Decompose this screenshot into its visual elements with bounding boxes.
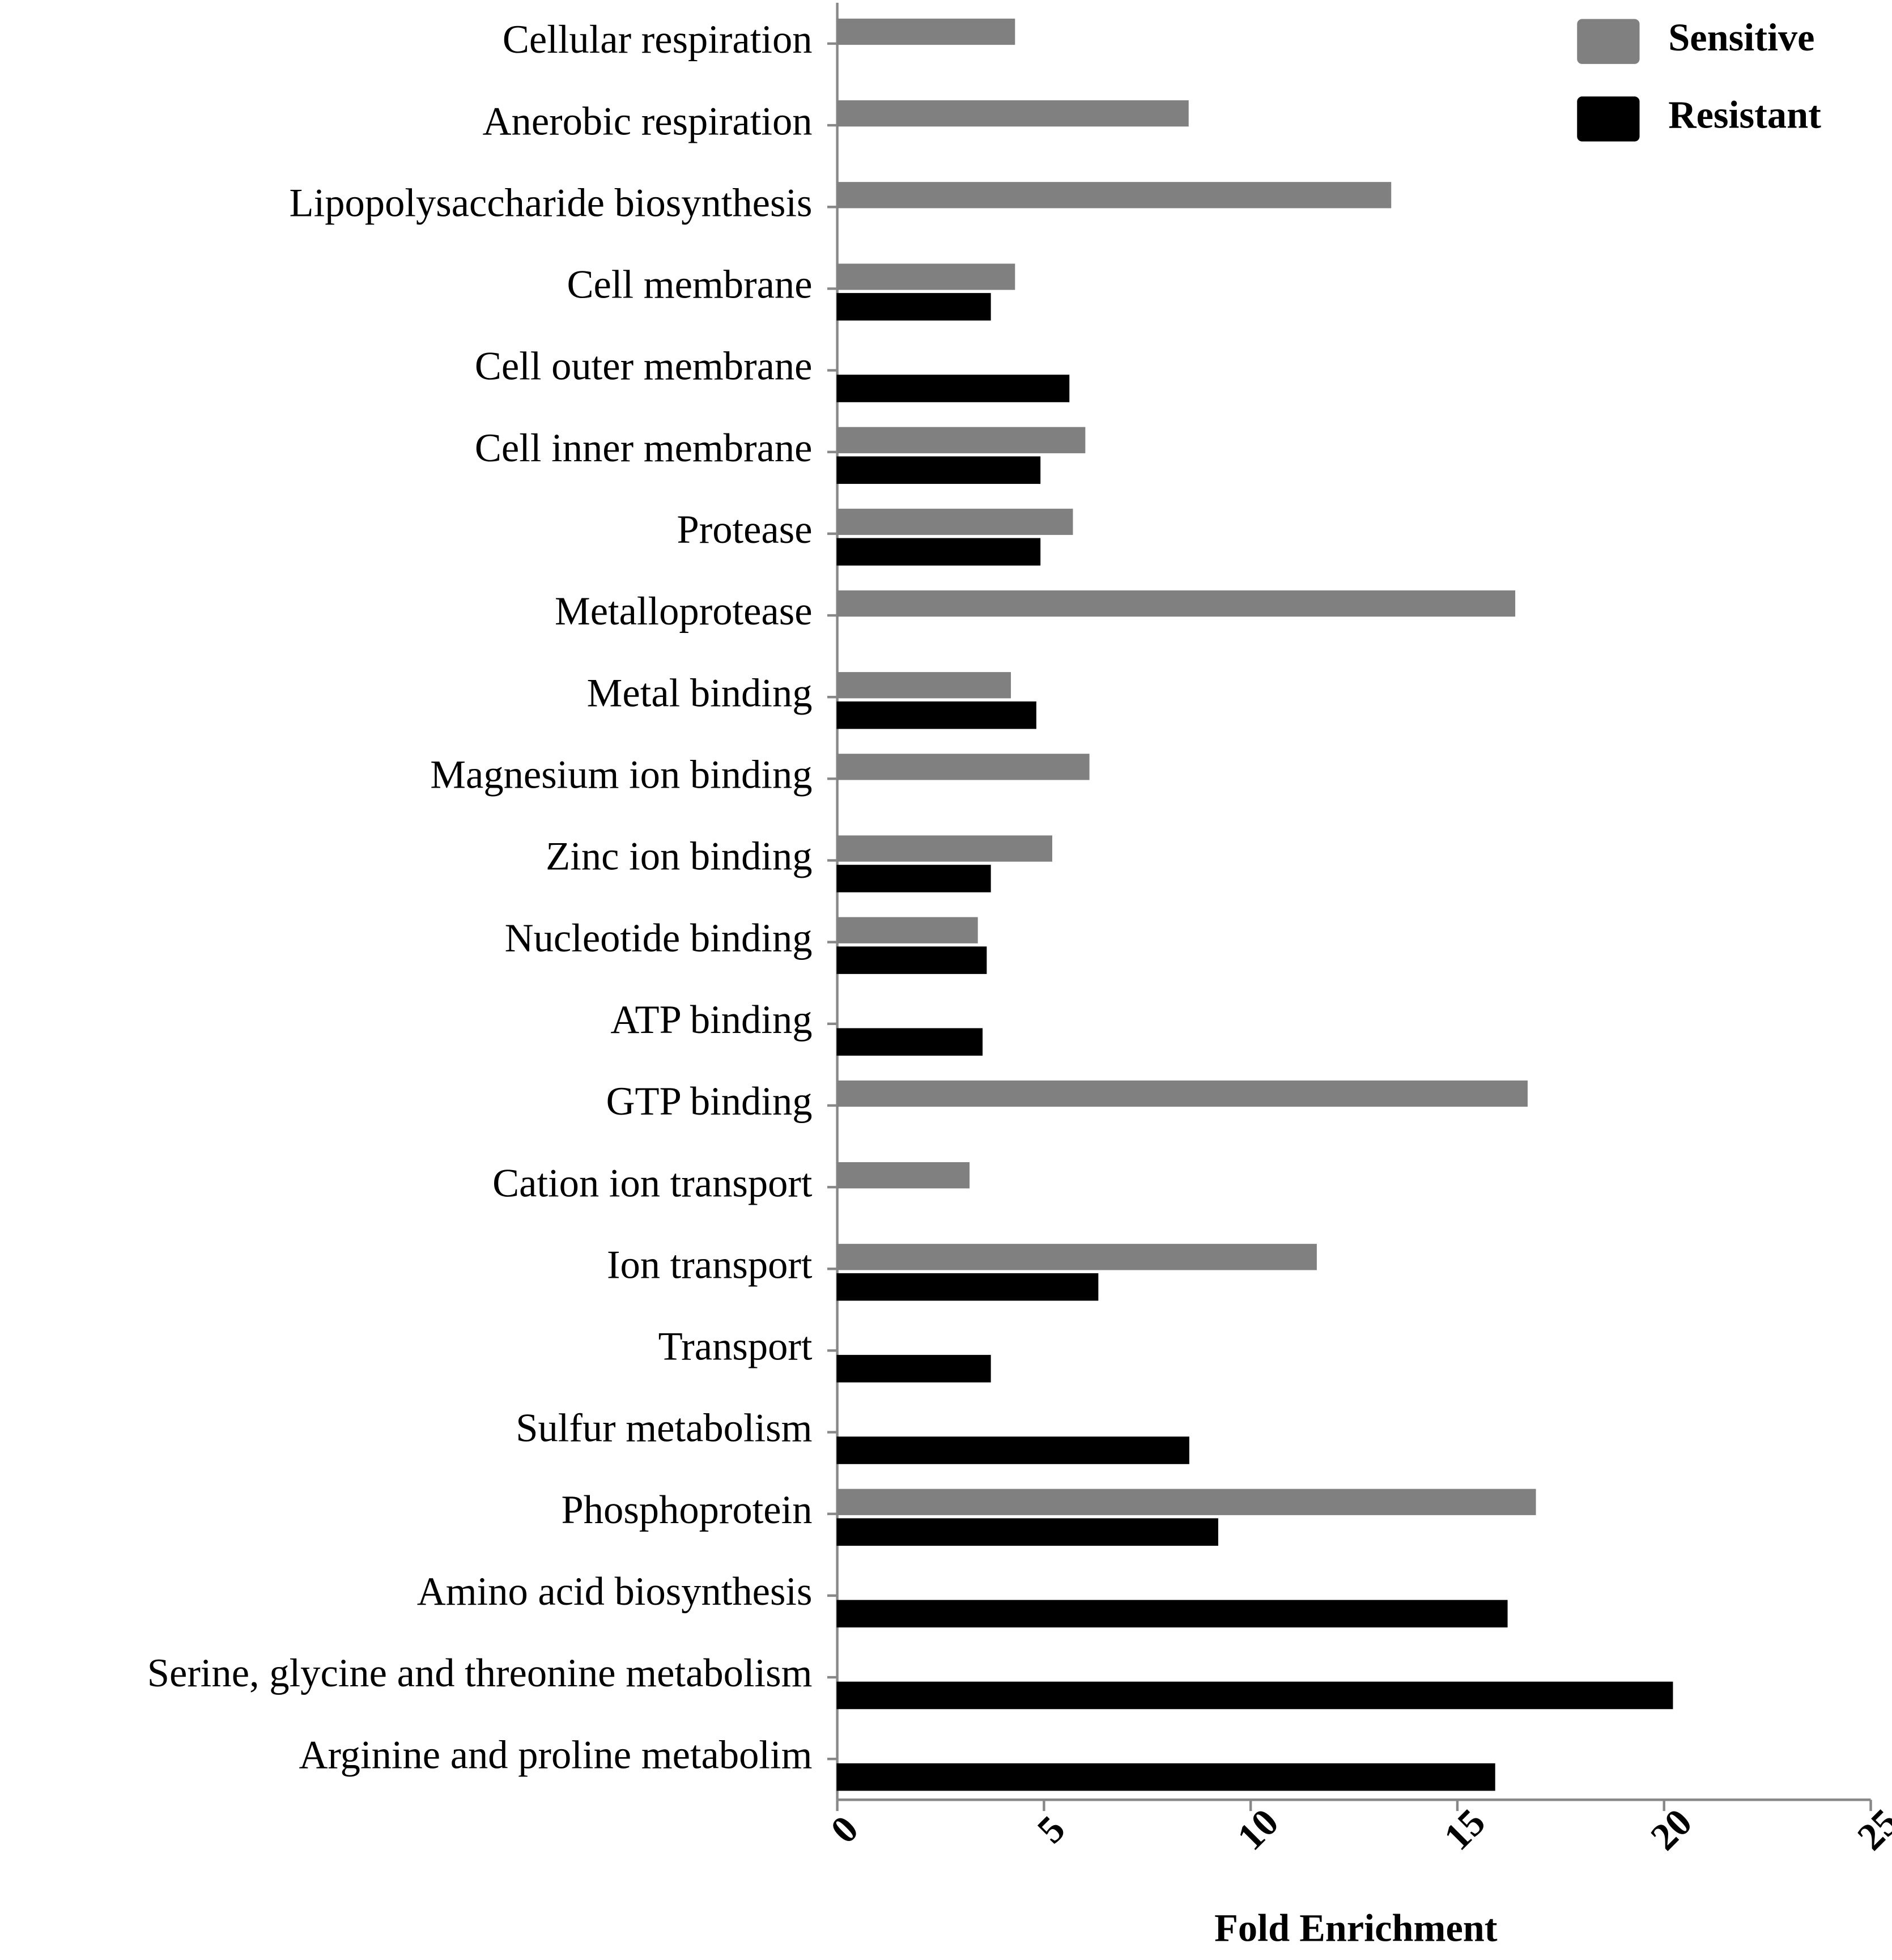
bar [836, 865, 991, 892]
x-tick-label: 5 [1029, 1807, 1073, 1851]
y-tick-label: GTP binding [606, 1079, 813, 1124]
bar [837, 1162, 970, 1189]
bar [837, 100, 1189, 127]
bar [837, 672, 1011, 699]
y-tick-label: Protease [677, 508, 812, 552]
bar [836, 1273, 1099, 1301]
bar [837, 1489, 1536, 1515]
bar [837, 182, 1392, 209]
bar [836, 1436, 1189, 1464]
bar [836, 375, 1070, 402]
bar [836, 1600, 1508, 1628]
x-tick-label: 25 [1849, 1800, 1892, 1858]
bar [836, 701, 1036, 729]
bar [836, 293, 991, 321]
y-tick-label: Cell inner membrane [475, 426, 813, 470]
bar [837, 917, 978, 943]
y-tick-label: Ion transport [607, 1243, 813, 1287]
y-tick-label: Metalloprotease [555, 589, 813, 634]
y-tick-label: Metal binding [587, 671, 813, 715]
y-tick-label: Phosphoprotein [562, 1488, 813, 1532]
y-tick-label: Serine, glycine and threonine metabolism [147, 1651, 813, 1695]
y-tick-label: Anerobic respiration [483, 99, 813, 143]
y-tick-label: Transport [658, 1325, 813, 1369]
y-tick-label: Cellular respiration [503, 18, 813, 62]
bar [837, 590, 1516, 617]
bar [837, 835, 1052, 862]
y-tick-label: ATP binding [610, 998, 812, 1042]
legend-label: Sensitive [1668, 16, 1814, 59]
legend-swatch [1577, 19, 1640, 64]
y-tick-label: Cell membrane [567, 263, 812, 307]
bar [837, 508, 1073, 535]
y-tick-label: Arginine and proline metabolim [299, 1733, 813, 1777]
y-tick-label: Amino acid biosynthesis [417, 1570, 813, 1614]
bar [837, 427, 1086, 453]
bar [837, 1080, 1528, 1107]
legend-swatch [1577, 96, 1640, 142]
x-tick-label: 15 [1435, 1800, 1493, 1858]
bar [837, 263, 1015, 290]
y-tick-label: Cation ion transport [492, 1161, 813, 1205]
bar [836, 1681, 1673, 1710]
bar [837, 754, 1090, 780]
x-tick-label: 0 [822, 1807, 866, 1851]
y-tick-label: Cell outer membrane [475, 345, 813, 389]
bar [836, 1355, 991, 1383]
bar [836, 538, 1041, 566]
bar [836, 1518, 1218, 1546]
x-axis-label: Fold Enrichment [1214, 1907, 1498, 1950]
y-tick-label: Lipopolysaccharide biosynthesis [290, 181, 813, 225]
bar [837, 18, 1015, 45]
bar [837, 1244, 1317, 1270]
bar [836, 456, 1041, 484]
bar [836, 1028, 983, 1056]
y-tick-label: Nucleotide binding [505, 916, 813, 960]
x-tick-label: 10 [1229, 1800, 1287, 1858]
bar [836, 946, 987, 974]
x-tick-label: 20 [1642, 1800, 1700, 1858]
y-tick-label: Magnesium ion binding [430, 753, 812, 797]
y-tick-label: Sulfur metabolism [516, 1406, 812, 1451]
bar [836, 1763, 1495, 1791]
y-tick-label: Zinc ion binding [546, 835, 812, 879]
legend-label: Resistant [1668, 93, 1821, 137]
